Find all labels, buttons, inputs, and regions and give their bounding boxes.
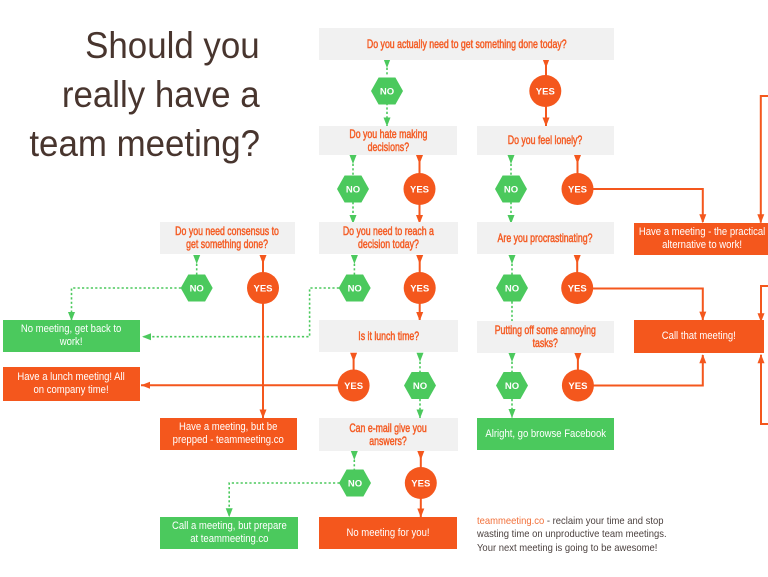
svg-text:NO: NO	[190, 283, 204, 294]
svg-text:YES: YES	[411, 478, 430, 489]
svg-text:NO: NO	[380, 86, 394, 97]
svg-text:YES: YES	[536, 86, 555, 97]
svg-text:NO: NO	[505, 381, 519, 392]
svg-text:YES: YES	[410, 184, 429, 195]
svg-text:YES: YES	[568, 283, 587, 294]
svg-text:NO: NO	[348, 283, 362, 294]
svg-text:YES: YES	[344, 381, 363, 392]
svg-text:NO: NO	[413, 381, 427, 392]
svg-text:YES: YES	[568, 381, 587, 392]
svg-text:NO: NO	[346, 184, 360, 195]
svg-text:YES: YES	[568, 184, 587, 195]
svg-text:NO: NO	[505, 283, 519, 294]
svg-text:NO: NO	[348, 478, 362, 489]
svg-text:YES: YES	[253, 283, 272, 294]
svg-text:YES: YES	[410, 283, 429, 294]
svg-text:NO: NO	[504, 184, 518, 195]
